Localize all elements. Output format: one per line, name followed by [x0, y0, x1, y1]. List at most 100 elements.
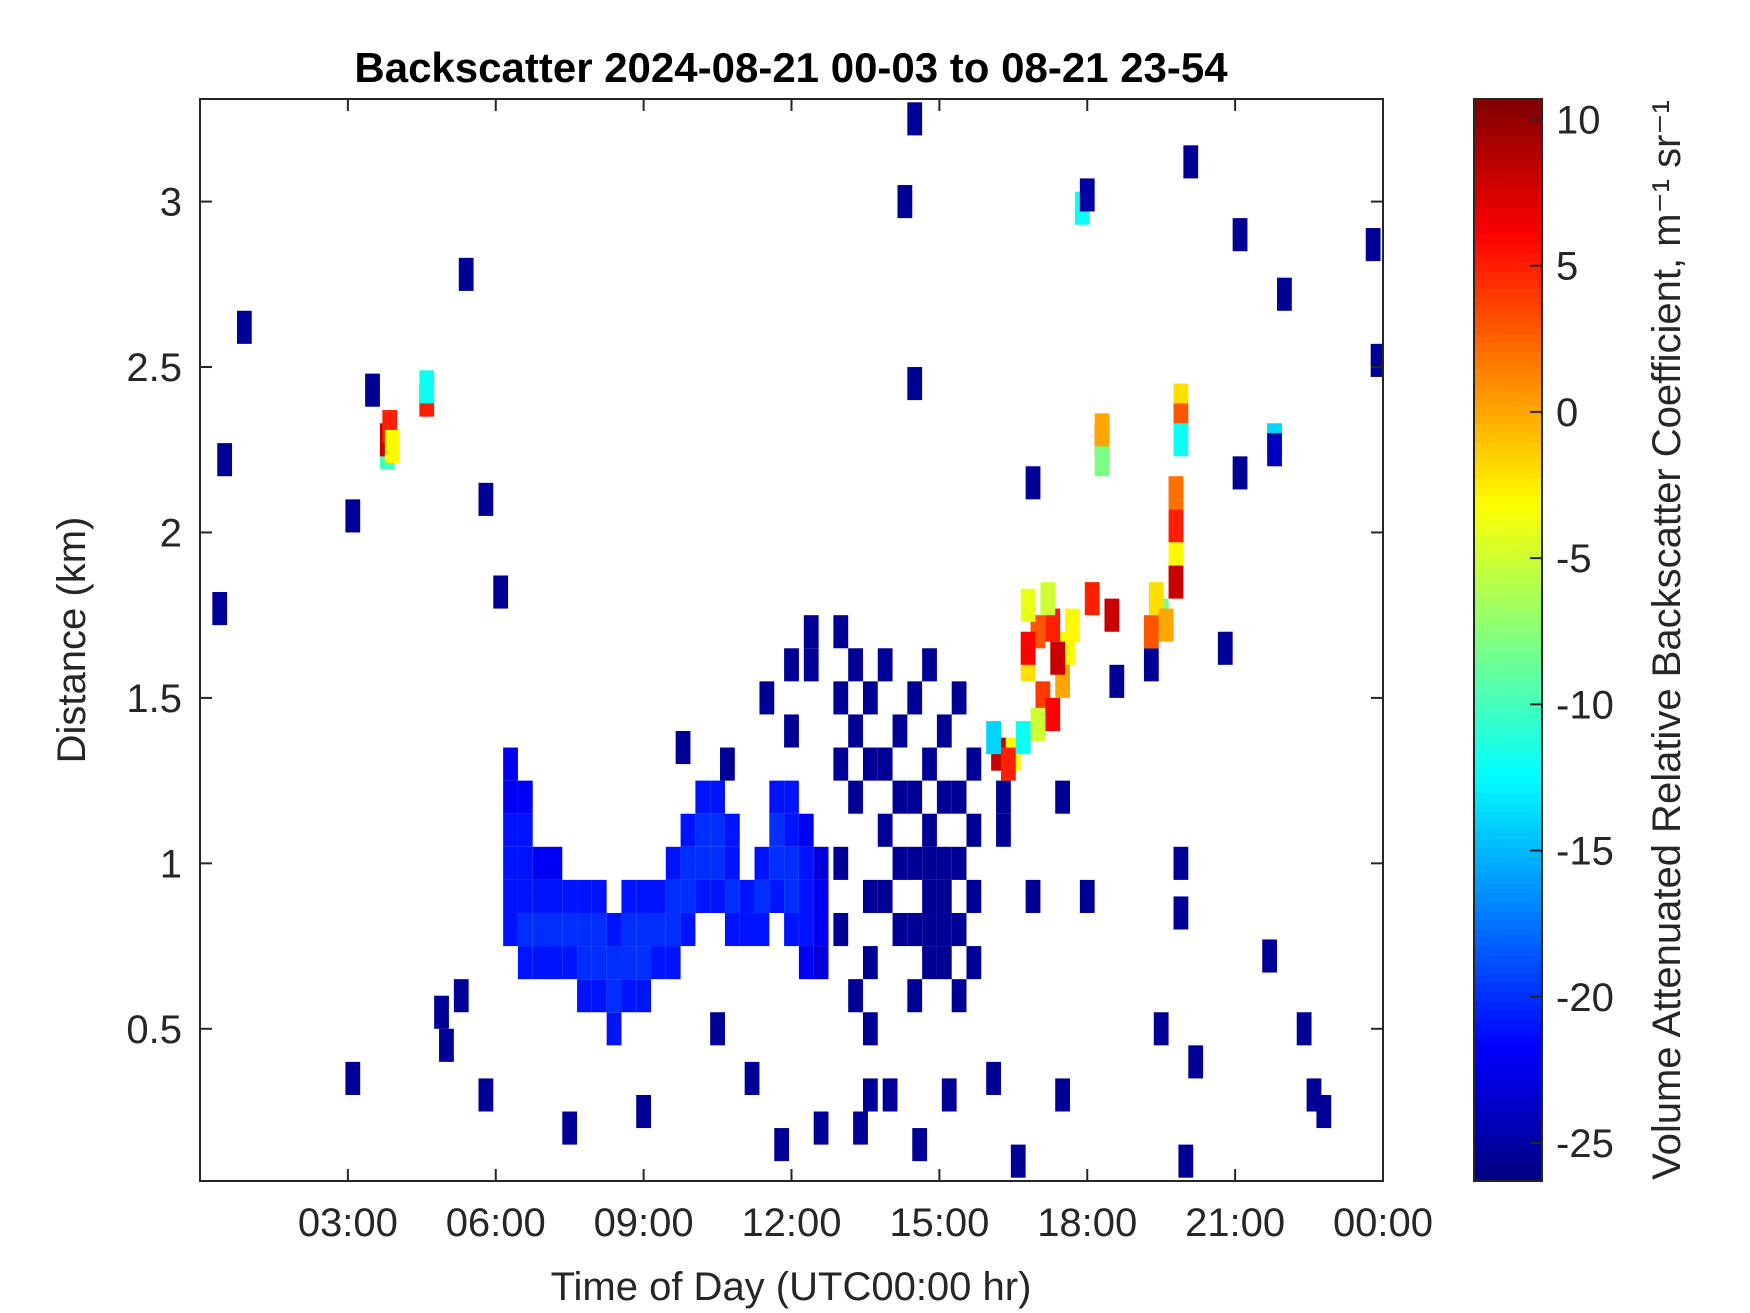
- heatmap-cell: [547, 879, 563, 913]
- colorbar-swatch: [1474, 955, 1542, 966]
- heatmap-cell: [784, 714, 799, 748]
- heatmap-cell: [951, 681, 967, 715]
- heatmap-cell: [621, 946, 637, 980]
- colorbar-swatch: [1474, 234, 1542, 244]
- colorbar-swatch: [1474, 676, 1542, 686]
- heatmap-cell: [848, 714, 863, 748]
- colorbar-swatch: [1474, 1117, 1542, 1128]
- colorbar-swatch: [1474, 856, 1542, 867]
- heatmap-cell: [784, 879, 799, 913]
- heatmap-cell: [621, 879, 637, 913]
- heatmap-cell: [503, 846, 518, 880]
- colorbar-swatch: [1474, 901, 1542, 912]
- colorbar-swatch: [1474, 667, 1542, 677]
- colorbar-swatch: [1474, 1099, 1542, 1110]
- colorbar-swatch: [1474, 153, 1542, 163]
- colorbar-swatch: [1474, 594, 1542, 605]
- colorbar-swatch: [1474, 721, 1542, 731]
- heatmap-cell: [739, 879, 755, 913]
- heatmap-cell: [862, 879, 878, 913]
- heatmap-cell: [503, 912, 518, 947]
- heatmap-cell: [680, 879, 696, 913]
- heatmap-cell: [907, 979, 923, 1013]
- y-tick-label: 0.5: [126, 1008, 182, 1052]
- colorbar-swatch: [1474, 459, 1542, 470]
- heatmap-cell: [907, 912, 923, 947]
- colorbar-swatch: [1474, 964, 1542, 975]
- colorbar-swatch: [1474, 1144, 1542, 1155]
- heatmap-cell: [1015, 721, 1031, 755]
- heatmap-cell: [236, 310, 252, 344]
- colorbar-swatch: [1474, 1000, 1542, 1011]
- heatmap-cell: [577, 879, 592, 913]
- colorbar-tick-label: 5: [1556, 245, 1578, 289]
- heatmap-cell: [936, 846, 952, 880]
- heatmap-cell: [606, 1012, 622, 1046]
- colorbar-swatch: [1474, 144, 1542, 154]
- heatmap-cell: [907, 367, 923, 401]
- x-tick-label: 06:00: [446, 1201, 546, 1245]
- x-axis-label: Time of Day (UTC00:00 hr): [551, 1265, 1032, 1309]
- x-tick-label: 18:00: [1037, 1201, 1137, 1245]
- heatmap-cell: [966, 879, 982, 913]
- heatmap-cell: [936, 946, 952, 980]
- colorbar-tick-label: -20: [1556, 976, 1614, 1020]
- heatmap-cell: [1143, 648, 1159, 682]
- heatmap-cell: [966, 946, 982, 980]
- colorbar-swatch: [1474, 784, 1542, 794]
- heatmap-cell: [769, 813, 785, 847]
- heatmap-cell: [695, 879, 711, 913]
- heatmap-cell: [419, 370, 435, 404]
- heatmap-cell: [1173, 846, 1189, 880]
- colorbar-tick-label: -15: [1556, 830, 1614, 874]
- colorbar-swatch: [1474, 567, 1542, 578]
- colorbar-swatch: [1474, 919, 1542, 930]
- x-tick-label: 21:00: [1185, 1201, 1285, 1245]
- heatmap-cell: [1183, 145, 1199, 179]
- heatmap-cell: [1232, 218, 1248, 252]
- heatmap-cell: [784, 813, 799, 847]
- colorbar-swatch: [1474, 432, 1542, 443]
- colorbar-swatch: [1474, 748, 1542, 758]
- heatmap-cell: [517, 912, 533, 947]
- heatmap-cell: [1173, 423, 1189, 457]
- heatmap-cell: [922, 912, 937, 947]
- colorbar-swatch: [1474, 811, 1542, 821]
- heatmap-cell: [769, 780, 785, 814]
- colorbar-swatch: [1474, 1027, 1542, 1038]
- heatmap-cell: [784, 912, 799, 947]
- colorbar-swatch: [1474, 730, 1542, 740]
- heatmap-cell: [833, 846, 849, 880]
- colorbar-swatch: [1474, 576, 1542, 587]
- heatmap-cell: [754, 912, 770, 947]
- heatmap-cell: [532, 912, 548, 947]
- heatmap-cell: [606, 979, 622, 1013]
- heatmap-cell: [892, 780, 908, 814]
- heatmap-cell: [936, 714, 952, 748]
- heatmap-cell: [345, 1061, 361, 1095]
- heatmap-cell: [503, 813, 518, 847]
- heatmap-cell: [636, 979, 652, 1013]
- heatmap-cell: [591, 879, 607, 913]
- colorbar-swatch: [1474, 1126, 1542, 1137]
- heatmap-cell: [862, 681, 878, 715]
- colorbar-swatch: [1474, 1081, 1542, 1092]
- x-tick-label: 03:00: [298, 1201, 398, 1245]
- heatmap-cell: [453, 979, 469, 1013]
- colorbar-swatch: [1474, 549, 1542, 560]
- heatmap-cell: [848, 780, 863, 814]
- heatmap-cell: [892, 912, 908, 947]
- colorbar-swatch: [1474, 1018, 1542, 1029]
- heatmap-cell: [591, 912, 607, 947]
- heatmap-cell: [591, 946, 607, 980]
- heatmap-cell: [813, 846, 829, 880]
- heatmap-cell: [877, 813, 893, 847]
- x-tick-label: 12:00: [741, 1201, 841, 1245]
- heatmap-cell: [1104, 598, 1120, 632]
- heatmap-cell: [996, 813, 1011, 847]
- x-tick-label: 09:00: [594, 1201, 694, 1245]
- heatmap-cell: [651, 912, 666, 947]
- heatmap-cell: [1079, 178, 1095, 212]
- colorbar-tick-label: -25: [1556, 1122, 1614, 1166]
